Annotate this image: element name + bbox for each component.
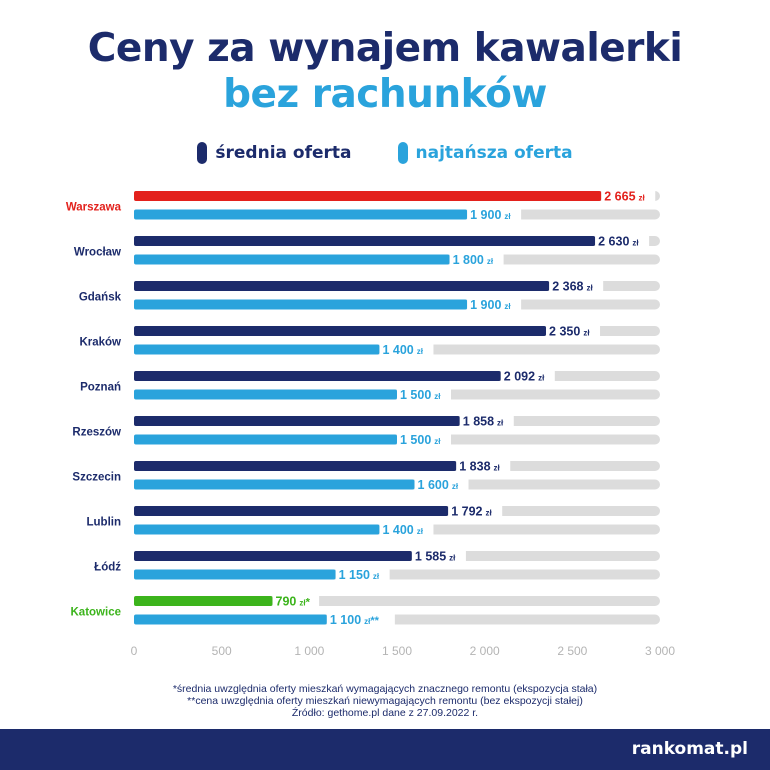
data-label-bg: [549, 279, 604, 293]
bar: [134, 371, 501, 381]
data-label: 2 368 zł: [552, 280, 593, 294]
data-label-bg: [411, 549, 466, 563]
data-label: 1 838 zł: [459, 460, 500, 474]
bar: [134, 569, 336, 580]
chart-subtitle: bez rachunków: [223, 72, 547, 117]
data-label-bg: [272, 594, 320, 608]
legend-swatch-average: [197, 142, 208, 164]
bar: [134, 254, 450, 265]
category-label: Poznań: [80, 381, 121, 393]
data-label: 1 400 zł: [382, 523, 423, 537]
category-label: Łódź: [94, 561, 121, 573]
x-tick-label: 0: [131, 644, 138, 658]
category-label: Gdańsk: [79, 291, 122, 303]
bar: [134, 389, 397, 400]
data-label: 1 900 zł: [470, 298, 511, 312]
footnote-source: Źródło: gethome.pl dane z 27.09.2022 r.: [291, 707, 479, 719]
data-label-bg: [397, 432, 451, 447]
legend-label-cheapest: najtańsza oferta: [415, 143, 573, 163]
bar: [134, 461, 457, 471]
bar: [134, 434, 397, 445]
data-label-bg: [601, 189, 656, 203]
bar: [134, 524, 380, 535]
category-label: Katowice: [71, 606, 122, 618]
footnotes: *średnia uwzględnia oferty mieszkań wyma…: [0, 683, 770, 719]
category-label: Lublin: [87, 516, 122, 528]
data-label-bg: [326, 612, 395, 627]
data-label: 2 350 zł: [549, 325, 590, 339]
bar: [134, 506, 449, 516]
legend-item-average: średnia oferta: [197, 142, 352, 164]
category-label: Szczecin: [72, 471, 121, 483]
data-label-bg: [500, 369, 555, 383]
data-label: 2 630 zł: [598, 235, 639, 249]
data-label-bg: [397, 387, 451, 402]
data-label-bg: [546, 324, 601, 338]
category-label: Rzeszów: [72, 426, 121, 438]
data-label: 2 665 zł: [604, 190, 645, 204]
legend: średnia oferta najtańsza oferta: [0, 142, 770, 164]
data-label-bg: [467, 207, 522, 222]
bar: [134, 191, 602, 201]
bar: [134, 416, 460, 426]
brand-logo: rankomat.pl: [631, 739, 748, 759]
legend-swatch-cheapest: [397, 142, 408, 164]
data-label-bg: [595, 234, 650, 248]
data-label-bg: [335, 567, 390, 582]
data-label-bg: [449, 252, 504, 267]
bar: [134, 236, 596, 246]
data-label: 2 092 zł: [504, 370, 545, 384]
data-label-bg: [414, 477, 469, 492]
legend-label-average: średnia oferta: [215, 143, 352, 163]
data-label: 1 600 zł: [418, 478, 459, 492]
x-tick-label: 3 000: [645, 644, 675, 658]
bar: [134, 479, 415, 490]
data-label: 1 792 zł: [451, 505, 492, 519]
bar: [134, 209, 468, 220]
data-label-bg: [456, 459, 511, 473]
x-tick-label: 500: [212, 644, 232, 658]
footer-bar: rankomat.pl: [0, 729, 770, 770]
data-label: 1 500 zł: [400, 388, 441, 402]
data-label-bg: [379, 342, 434, 357]
bar: [134, 281, 550, 291]
chart-title: Ceny za wynajem kawalerki: [87, 26, 683, 71]
bar-chart: Warszawa 2 665 zł 1 900 zł Wrocław 2 630 zł 1 80…: [66, 189, 675, 658]
bar: [134, 326, 547, 336]
bar: [134, 551, 412, 561]
legend-item-cheapest: najtańsza oferta: [397, 142, 573, 164]
data-label-bg: [467, 297, 522, 312]
category-label: Kraków: [79, 336, 121, 348]
x-tick-label: 2 000: [470, 644, 500, 658]
bar: [134, 596, 273, 606]
x-tick-label: 1 500: [382, 644, 412, 658]
data-label: 1 400 zł: [382, 343, 423, 357]
data-label: 1 858 zł: [463, 415, 504, 429]
data-label: 1 800 zł: [453, 253, 494, 267]
footnote-cheapest: **cena uwzględnia oferty mieszkań niewym…: [187, 695, 583, 707]
bar: [134, 344, 380, 355]
data-label-bg: [459, 414, 514, 428]
category-label: Wrocław: [74, 246, 121, 258]
bar: [134, 614, 327, 625]
data-label: 1 500 zł: [400, 433, 441, 447]
data-label: 1 585 zł: [415, 550, 456, 564]
data-label: 1 150 zł: [339, 568, 380, 582]
data-label: 1 900 zł: [470, 208, 511, 222]
category-label: Warszawa: [66, 201, 122, 213]
footnote-average: *średnia uwzględnia oferty mieszkań wyma…: [172, 683, 598, 695]
data-label-bg: [379, 522, 434, 537]
data-label-bg: [448, 504, 503, 518]
x-tick-label: 1 000: [294, 644, 324, 658]
bar: [134, 299, 468, 310]
x-tick-label: 2 500: [557, 644, 587, 658]
data-label: 790 zł*: [276, 595, 311, 609]
data-label: 1 100 zł**: [330, 613, 380, 627]
